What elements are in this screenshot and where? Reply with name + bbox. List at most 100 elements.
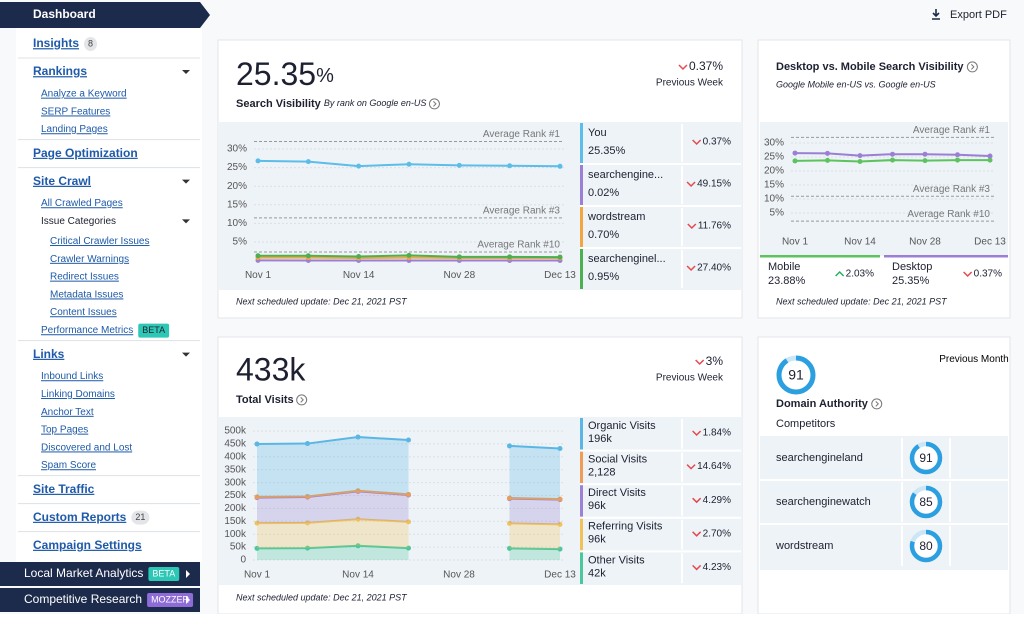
legend-swatch bbox=[580, 123, 583, 163]
sidebar-title[interactable]: Dashboard bbox=[33, 7, 96, 21]
area-band bbox=[510, 548, 561, 560]
point bbox=[507, 443, 512, 448]
legend-name: wordstream bbox=[587, 211, 645, 223]
sidebar-item[interactable]: Rankings bbox=[33, 64, 87, 78]
y-tick-label: 25% bbox=[227, 162, 247, 173]
y-tick-label: 0 bbox=[240, 555, 246, 566]
big-value: 433k bbox=[236, 351, 306, 387]
sidebar-item[interactable]: Insights bbox=[33, 36, 79, 50]
legend-change: 4.29% bbox=[703, 495, 731, 506]
legend-change: 2.03% bbox=[846, 269, 874, 280]
sidebar-link[interactable]: Discovered and Lost bbox=[41, 442, 132, 453]
sidebar-link[interactable]: Content Issues bbox=[50, 307, 117, 318]
y-tick-label: 500k bbox=[224, 426, 247, 437]
y-tick-label: 450k bbox=[224, 439, 247, 450]
point bbox=[558, 164, 563, 169]
sidebar-group: Issue Categories bbox=[41, 216, 116, 227]
legend-change: 27.40% bbox=[697, 263, 731, 274]
y-tick-label: 400k bbox=[224, 451, 247, 462]
y-tick-label: 100k bbox=[224, 529, 247, 540]
donut-value: 91 bbox=[788, 367, 804, 383]
competitors-label: Competitors bbox=[776, 418, 836, 430]
point bbox=[825, 151, 830, 156]
card-title: Domain Authority bbox=[776, 398, 869, 410]
sidebar-link[interactable]: Linking Domains bbox=[41, 389, 115, 400]
sidebar-link[interactable]: Critical Crawler Issues bbox=[50, 236, 149, 247]
legend-name: Organic Visits bbox=[588, 420, 656, 432]
legend-name: searchenginel... bbox=[588, 253, 666, 265]
sidebar-item[interactable]: Campaign Settings bbox=[33, 538, 142, 552]
sidebar-link[interactable]: Top Pages bbox=[41, 425, 88, 436]
y-tick-label: 20% bbox=[764, 166, 784, 177]
y-tick-label: 300k bbox=[224, 477, 247, 488]
competitor-name: wordstream bbox=[775, 540, 833, 552]
point bbox=[356, 164, 361, 169]
point bbox=[955, 152, 960, 157]
x-tick-label: Dec 13 bbox=[974, 237, 1006, 248]
y-tick-label: 25% bbox=[764, 152, 784, 163]
sidebar-link[interactable]: Crawler Warnings bbox=[50, 254, 129, 265]
sidebar-link[interactable]: Metadata Issues bbox=[50, 289, 123, 300]
x-tick-label: Dec 13 bbox=[544, 570, 576, 581]
legend-value: 196k bbox=[588, 433, 612, 445]
badge-text: BETA bbox=[142, 325, 165, 335]
point bbox=[558, 255, 563, 260]
sidebar-link[interactable]: All Crawled Pages bbox=[41, 198, 123, 209]
legend-name: Social Visits bbox=[588, 454, 648, 466]
legend-change: 49.15% bbox=[697, 179, 731, 190]
sidebar-item[interactable]: Links bbox=[33, 347, 65, 361]
point bbox=[507, 254, 512, 259]
legend-value: 25.35% bbox=[892, 275, 930, 287]
y-tick-label: 20% bbox=[227, 181, 247, 192]
legend-value: 0.95% bbox=[588, 271, 619, 283]
point bbox=[793, 158, 798, 163]
sidebar-link[interactable]: Spam Score bbox=[41, 460, 96, 471]
sidebar-link[interactable]: SERP Features bbox=[41, 106, 110, 117]
reference-label: Average Rank #3 bbox=[483, 205, 561, 216]
sidebar-link[interactable]: Analyze a Keyword bbox=[41, 89, 127, 100]
y-tick-label: 10% bbox=[227, 218, 247, 229]
legend-change: 1.84% bbox=[703, 428, 731, 439]
sidebar-link[interactable]: Anchor Text bbox=[41, 407, 94, 418]
point bbox=[306, 253, 311, 258]
point bbox=[988, 154, 993, 159]
sidebar-link[interactable]: Redirect Issues bbox=[50, 272, 119, 283]
sidebar-item[interactable]: Site Crawl bbox=[33, 174, 91, 188]
y-tick-label: 10% bbox=[764, 194, 784, 205]
x-tick-label: Nov 28 bbox=[909, 237, 941, 248]
footer-note: Next scheduled update: Dec 21, 2021 PST bbox=[776, 296, 948, 306]
area-band bbox=[257, 437, 409, 497]
point bbox=[558, 446, 563, 451]
legend-cell-border bbox=[884, 255, 1008, 258]
sidebar-link[interactable]: Landing Pages bbox=[41, 124, 108, 135]
legend-change: 4.23% bbox=[703, 562, 731, 573]
point bbox=[457, 254, 462, 259]
sidebar-footer-label: Competitive Research bbox=[24, 592, 142, 606]
sidebar-item[interactable]: Custom Reports bbox=[33, 510, 127, 524]
period-box: Previous Month bbox=[938, 353, 1010, 383]
legend-swatch bbox=[580, 249, 583, 289]
sidebar-item[interactable]: Site Traffic bbox=[33, 482, 95, 496]
y-tick-label: 250k bbox=[224, 490, 247, 501]
competitor-name: searchenginewatch bbox=[776, 496, 871, 508]
legend-name: Desktop bbox=[892, 261, 932, 273]
x-tick-label: Nov 28 bbox=[443, 270, 475, 281]
y-tick-label: 30% bbox=[227, 144, 247, 155]
legend-name: Referring Visits bbox=[588, 521, 663, 533]
sidebar-item[interactable]: Page Optimization bbox=[33, 146, 138, 160]
legend-swatch bbox=[580, 452, 583, 484]
card-subtitle: Google Mobile en-US vs. Google en-US bbox=[776, 79, 936, 89]
point bbox=[407, 253, 412, 258]
x-tick-label: Nov 28 bbox=[443, 570, 475, 581]
legend-value: 96k bbox=[588, 500, 606, 512]
sidebar-link[interactable]: Inbound Links bbox=[41, 371, 103, 382]
export-pdf[interactable]: Export PDF bbox=[950, 9, 1007, 21]
point bbox=[923, 158, 928, 163]
sidebar-link[interactable]: Performance Metrics bbox=[41, 325, 133, 336]
point bbox=[955, 158, 960, 163]
point bbox=[507, 163, 512, 168]
reference-label: Average Rank #1 bbox=[483, 129, 561, 140]
card-title: Total Visits bbox=[236, 394, 294, 406]
change-period: Previous Week bbox=[656, 78, 724, 89]
legend-value: 0.02% bbox=[588, 187, 619, 199]
